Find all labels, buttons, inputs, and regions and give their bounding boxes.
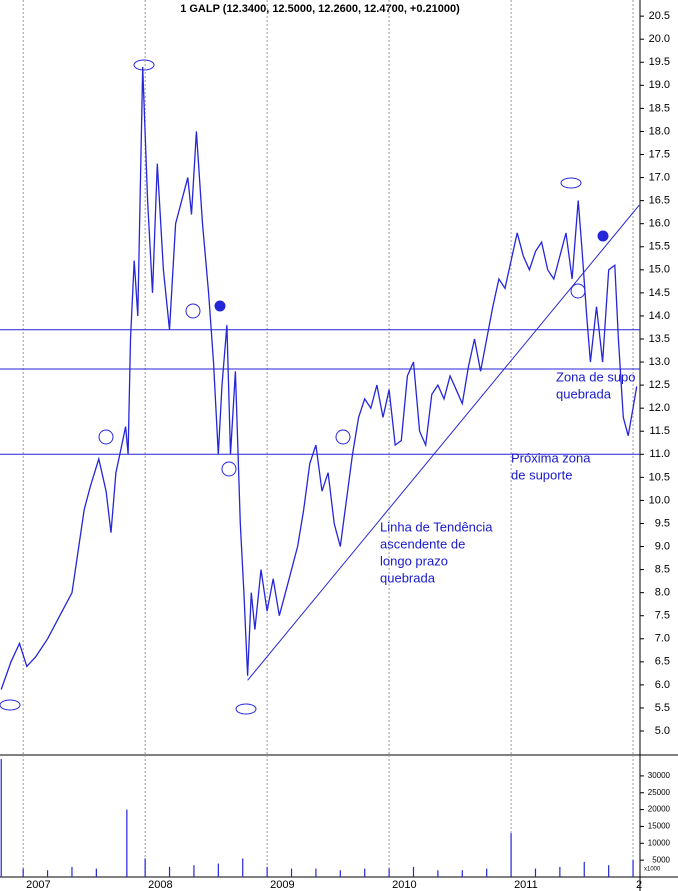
- annotation: longo prazo: [380, 553, 448, 568]
- y-tick-label: 20.5: [649, 10, 670, 22]
- volume-bar: [364, 868, 366, 877]
- volume-bar: [534, 868, 537, 877]
- annotation: ascendente de: [380, 536, 465, 551]
- annotation: Próxima zona: [511, 450, 591, 465]
- y-tick-label: 19.0: [649, 79, 670, 91]
- volume-bar: [46, 870, 49, 877]
- volume-bar: [95, 868, 97, 877]
- y-tick-label: 12.5: [649, 379, 670, 391]
- annotation: Zona de supo: [556, 369, 636, 384]
- y-tick-label: 6.5: [655, 656, 670, 668]
- y-tick-label: 10000: [648, 838, 671, 847]
- volume-bar: [217, 863, 219, 877]
- annotation: quebrada: [556, 386, 612, 401]
- unit-label: x1000: [644, 867, 661, 873]
- bear-icon: [133, 59, 155, 71]
- volume-bar: [22, 868, 24, 877]
- smiley-icon: [335, 429, 351, 445]
- annotation: Linha de Tendência: [380, 519, 493, 534]
- y-tick-label: 9.0: [655, 540, 670, 552]
- bomb-icon: [597, 230, 609, 242]
- y-tick-label: 14.0: [649, 310, 670, 322]
- volume-bar: [437, 870, 439, 877]
- y-tick-label: 18.5: [649, 102, 670, 114]
- y-tick-label: 5.5: [655, 702, 670, 714]
- y-tick-label: 5000: [652, 855, 670, 864]
- y-tick-label: 14.5: [649, 287, 670, 299]
- trendline: [247, 204, 640, 681]
- y-tick-label: 9.5: [655, 517, 670, 529]
- icons: [0, 59, 609, 715]
- y-tick-label: 15000: [648, 822, 671, 831]
- volume-bar: [193, 865, 195, 877]
- volume-bar: [510, 833, 512, 877]
- bomb-icon: [214, 300, 226, 312]
- y-tick-label: 8.0: [655, 587, 670, 599]
- price-line: [0, 66, 638, 690]
- volume-bar: [144, 858, 146, 877]
- volume-bar: [315, 868, 317, 877]
- smiley-icon: [98, 429, 114, 445]
- volume-bar: [0, 759, 2, 877]
- y-tick-label: 16.5: [649, 195, 670, 207]
- volume-bar: [266, 866, 268, 877]
- y-tick-label: 11.0: [649, 448, 670, 460]
- x-tick-label: 2008: [148, 879, 172, 891]
- sad-icon: [221, 461, 237, 477]
- annotation: de suporte: [511, 467, 572, 482]
- volume-bar: [168, 866, 171, 877]
- y-tick-label: 17.5: [649, 148, 670, 160]
- y-tick-label: 15.0: [649, 264, 670, 276]
- y-tick-label: 7.5: [655, 610, 670, 622]
- y-tick-label: 19.5: [649, 56, 670, 68]
- y-tick-label: 30000: [648, 771, 671, 780]
- chart-title: 1 GALP (12.3400, 12.5000, 12.2600, 12.47…: [180, 3, 460, 15]
- y-tick-label: 18.0: [649, 125, 670, 137]
- x-tick-label: 2009: [270, 879, 294, 891]
- volume-bar: [412, 866, 415, 877]
- volume-bar: [583, 861, 585, 877]
- bull-icon: [0, 699, 21, 711]
- volume-bar: [486, 868, 488, 877]
- y-tick-label: 8.5: [655, 564, 670, 576]
- y-tick-label: 11.5: [649, 425, 670, 437]
- annotation: quebrada: [380, 570, 436, 585]
- volume-bar: [339, 870, 341, 877]
- y-tick-label: 20.0: [649, 33, 670, 45]
- bull-icon: [235, 703, 257, 715]
- sad-icon: [185, 303, 201, 319]
- x-tick-label: 2011: [514, 879, 538, 891]
- y-tick-label: 10.0: [649, 494, 670, 506]
- volume-bar: [388, 868, 390, 877]
- x-tick-label: 2: [636, 879, 642, 891]
- y-tick-label: 13.0: [649, 356, 670, 368]
- volume-bar: [559, 866, 561, 877]
- y-tick-label: 13.5: [649, 333, 670, 345]
- volume-bar: [242, 858, 244, 877]
- y-tick-label: 25000: [648, 788, 671, 797]
- y-tick-label: 16.0: [649, 218, 670, 230]
- y-tick-label: 6.0: [655, 679, 670, 691]
- y-tick-label: 17.0: [649, 171, 670, 183]
- y-tick-label: 10.5: [649, 471, 670, 483]
- y-tick-label: 7.0: [655, 633, 670, 645]
- y-tick-label: 5.0: [655, 725, 670, 737]
- volume-bar: [608, 865, 610, 877]
- y-tick-label: 12.0: [649, 402, 670, 414]
- bear-icon: [560, 177, 582, 189]
- volume-bar: [461, 870, 463, 877]
- volume-bar: [632, 860, 634, 877]
- y-tick-label: 15.5: [649, 241, 670, 253]
- x-tick-label: 2007: [26, 879, 50, 891]
- volume-bar: [290, 868, 293, 877]
- volume-bar: [126, 809, 128, 877]
- y-tick-label: 20000: [648, 805, 671, 814]
- x-tick-label: 2010: [392, 879, 416, 891]
- volume-bar: [71, 866, 73, 877]
